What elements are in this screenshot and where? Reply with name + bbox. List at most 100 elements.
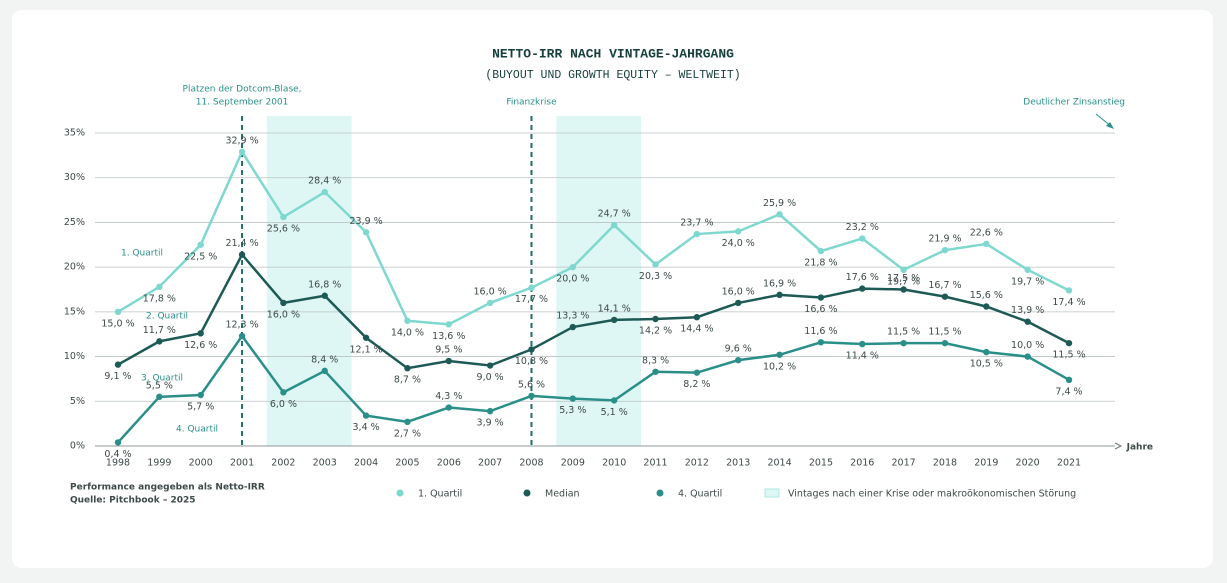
point [445,321,452,328]
axis-arrow [1114,442,1123,450]
x-tick-label: 2012 [685,458,709,469]
x-tick-label: 2000 [189,458,213,469]
point [941,293,949,300]
point [156,338,163,345]
data-label: 19,7 % [887,276,920,287]
x-tick-label: 1998 [106,458,130,469]
x-tick-label: 2017 [892,458,916,469]
legend-marker [523,489,531,497]
point [1024,318,1031,325]
data-label: 11,6 % [804,326,837,337]
point [404,364,411,372]
point [445,357,452,365]
event-label: Platzen der Dotcom-Blase, [183,85,302,95]
data-label: 10,5 % [970,359,1003,370]
point [197,241,204,248]
point [693,230,701,238]
data-label: 24,0 % [722,238,755,249]
x-tick-label: 2018 [933,458,957,469]
data-label: 8,2 % [683,379,710,390]
point [114,308,122,316]
point [321,367,328,375]
point [817,339,825,346]
y-tick-label: 5% [70,396,85,407]
data-label: 16,8 % [308,279,341,290]
data-label: 25,9 % [763,198,796,209]
line [117,252,1070,370]
data-label: 13,9 % [1011,305,1044,316]
data-label: 3,9 % [477,418,504,429]
data-label: 16,7 % [928,280,961,291]
event-label: Finanzkrise [506,98,557,108]
x-tick-label: 2009 [561,458,585,469]
point [321,292,328,299]
point [652,368,659,375]
point [1065,376,1073,384]
data-label: 10,0 % [1011,340,1044,351]
point [197,391,204,399]
data-label: 9,1 % [104,371,131,382]
data-label: 11,5 % [928,327,961,338]
data-label: 5,5 % [146,380,173,391]
point [776,291,783,299]
x-tick-label: 2014 [767,458,791,469]
point [486,362,494,369]
x-tick-label: 2001 [230,458,254,469]
x-tick-label: 2002 [271,458,295,469]
data-label: 11,5 % [1052,350,1085,361]
point [569,323,577,331]
point [817,294,825,301]
data-label: 16,6 % [804,304,837,315]
x-tick-label: 1999 [147,458,171,469]
data-label: 17,5 % [887,273,920,284]
y-tick-label: 15% [64,306,85,317]
legend-marker [764,488,780,498]
line-label: 4. Quartil [176,425,218,435]
data-label: 28,4 % [308,176,341,187]
point [859,285,866,292]
x-tick-label: 2003 [313,458,337,469]
arrow-note: Deutlicher Zinsanstieg [1023,98,1125,108]
point [983,240,990,248]
legend-label: Vintages nach einer Krise oder makroökon… [788,489,1076,500]
line-label: 3. Quartil [141,374,183,384]
data-label: 11,7 % [143,325,176,336]
point [983,348,990,356]
data-label: 14,1 % [598,303,631,314]
point [941,246,949,254]
point [362,229,370,236]
point [735,228,742,235]
point [652,315,659,323]
data-label: 12,1 % [349,344,382,355]
data-label: 32,9 % [225,135,258,146]
point [610,397,618,404]
x-tick-label: 2020 [1016,458,1040,469]
data-label: 17,8 % [143,293,176,304]
data-label: 15,0 % [101,318,134,329]
point [486,299,494,307]
point [114,439,122,446]
data-label: 23,2 % [846,222,879,233]
point [983,303,990,310]
legend-label: 4. Quartil [678,489,722,500]
data-label: 14,4 % [680,324,713,335]
x-tick-label: 2006 [437,458,461,469]
line [117,333,1070,444]
point [404,418,411,426]
data-label: 20,3 % [639,271,672,282]
x-tick-label: 2004 [354,458,378,469]
point [859,235,866,242]
legend-marker [656,489,664,497]
data-label: 12,6 % [184,340,217,351]
y-tick-label: 35% [64,128,85,139]
data-label: 22,5 % [184,251,217,262]
x-tick-label: 2010 [602,458,626,469]
legend-label: Median [545,489,580,500]
y-tick-label: 0% [70,441,85,452]
data-label: 11,5 % [887,327,920,338]
point [817,247,825,255]
point [1024,353,1031,360]
event-label: 11. September 2001 [196,98,289,108]
x-tick-label: 2016 [850,458,874,469]
